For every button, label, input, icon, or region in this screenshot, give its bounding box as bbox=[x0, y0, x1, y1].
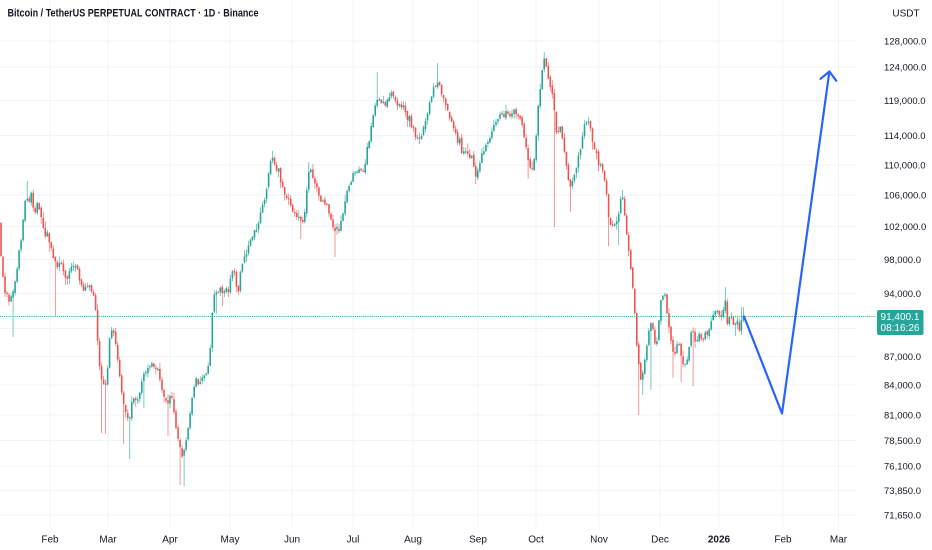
svg-text:Aug: Aug bbox=[404, 535, 422, 546]
svg-text:84,000.0: 84,000.0 bbox=[884, 381, 921, 392]
svg-text:106,000.0: 106,000.0 bbox=[884, 191, 926, 202]
svg-text:Bitcoin / TetherUS PERPETUAL C: Bitcoin / TetherUS PERPETUAL CONTRACT · … bbox=[8, 8, 259, 20]
svg-text:94,000.0: 94,000.0 bbox=[884, 289, 921, 300]
svg-text:87,000.0: 87,000.0 bbox=[884, 352, 921, 363]
svg-text:119,000.0: 119,000.0 bbox=[884, 96, 926, 107]
svg-text:71,650.0: 71,650.0 bbox=[884, 511, 921, 522]
svg-text:USDT: USDT bbox=[892, 9, 919, 20]
svg-text:81,000.0: 81,000.0 bbox=[884, 411, 921, 422]
svg-text:Jun: Jun bbox=[284, 535, 300, 546]
svg-text:2026: 2026 bbox=[708, 535, 731, 546]
svg-text:Apr: Apr bbox=[162, 535, 178, 546]
svg-text:102,000.0: 102,000.0 bbox=[884, 222, 926, 233]
svg-text:Oct: Oct bbox=[528, 535, 544, 546]
svg-text:73,850.0: 73,850.0 bbox=[884, 486, 921, 497]
svg-text:78,500.0: 78,500.0 bbox=[884, 436, 921, 447]
svg-text:Feb: Feb bbox=[774, 535, 792, 546]
svg-text:Feb: Feb bbox=[41, 535, 59, 546]
svg-text:May: May bbox=[221, 535, 240, 546]
svg-text:128,000.0: 128,000.0 bbox=[884, 37, 926, 48]
svg-text:Jul: Jul bbox=[347, 535, 360, 546]
svg-text:Sep: Sep bbox=[469, 535, 487, 546]
svg-text:124,000.0: 124,000.0 bbox=[884, 63, 926, 74]
svg-text:Mar: Mar bbox=[99, 535, 117, 546]
svg-text:114,000.0: 114,000.0 bbox=[884, 131, 926, 142]
svg-text:Mar: Mar bbox=[830, 535, 848, 546]
svg-text:91,400.1: 91,400.1 bbox=[881, 312, 920, 323]
svg-text:76,100.0: 76,100.0 bbox=[884, 462, 921, 473]
svg-text:98,000.0: 98,000.0 bbox=[884, 255, 921, 266]
svg-text:Dec: Dec bbox=[651, 535, 669, 546]
svg-text:110,000.0: 110,000.0 bbox=[884, 161, 926, 172]
svg-text:08:16:26: 08:16:26 bbox=[881, 323, 920, 334]
svg-text:Nov: Nov bbox=[590, 535, 608, 546]
